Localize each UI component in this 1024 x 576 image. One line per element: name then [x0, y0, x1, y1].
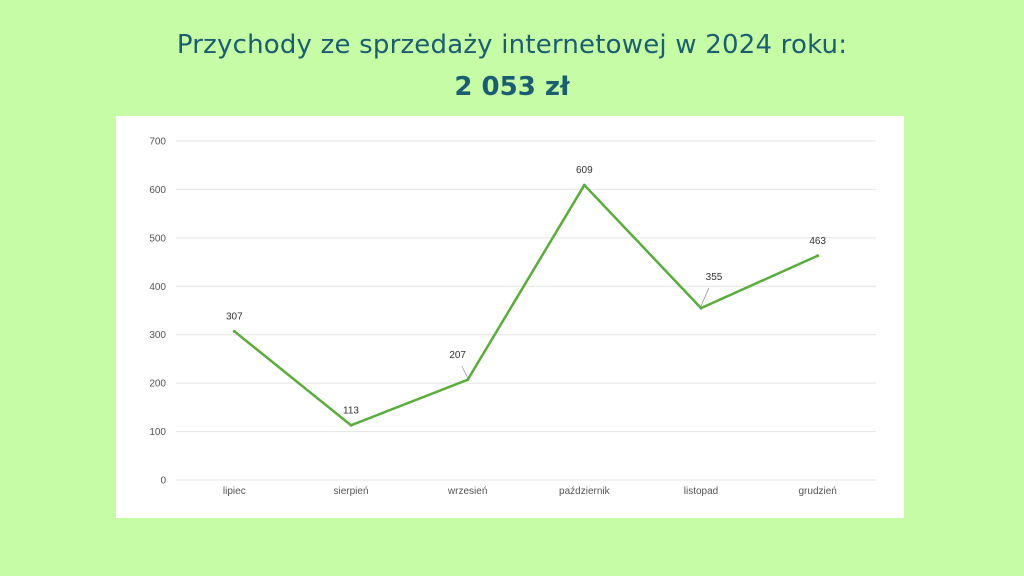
y-tick-label: 100	[149, 427, 166, 438]
chart-card: 0 100 200 300 400 500 600 700 lipiec sierpień wrze…	[116, 116, 904, 518]
leader-line	[461, 365, 469, 378]
data-point	[466, 378, 470, 382]
data-label: 463	[809, 236, 826, 247]
y-tick-label: 400	[149, 282, 166, 293]
data-label: 113	[343, 405, 359, 416]
x-tick-label: październik	[559, 486, 611, 497]
x-tick-label: listopad	[684, 486, 718, 497]
data-label: 355	[706, 272, 723, 283]
chart-title: Przychody ze sprzedaży internetowej w 20…	[176, 30, 848, 60]
x-tick-label: sierpień	[333, 486, 368, 497]
data-label: 207	[449, 350, 466, 361]
series-line	[233, 183, 819, 427]
data-point	[232, 329, 236, 333]
y-tick-label: 0	[160, 476, 166, 487]
x-tick-label: grudzień	[798, 486, 836, 497]
y-tick-label: 200	[149, 379, 166, 390]
y-tick-label: 500	[149, 233, 166, 244]
data-label: 609	[576, 165, 593, 176]
data-point	[582, 183, 586, 187]
leader-line	[700, 287, 710, 307]
y-tick-label: 300	[149, 330, 166, 341]
x-tick-label: lipiec	[223, 486, 246, 497]
data-point	[699, 306, 703, 310]
line-chart: 0 100 200 300 400 500 600 700 lipiec sierpień wrze…	[149, 137, 876, 497]
x-tick-label: wrzesień	[447, 486, 487, 497]
revenue-total: 2 053 zł	[454, 72, 570, 102]
data-point	[349, 423, 353, 427]
y-tick-label: 700	[149, 137, 166, 148]
data-label: 307	[226, 311, 243, 322]
data-point	[816, 254, 820, 258]
y-tick-label: 600	[149, 185, 166, 196]
